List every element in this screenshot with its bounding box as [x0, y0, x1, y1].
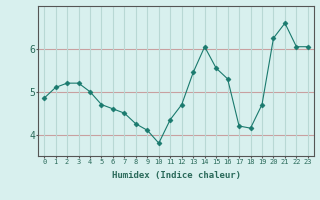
X-axis label: Humidex (Indice chaleur): Humidex (Indice chaleur)	[111, 171, 241, 180]
